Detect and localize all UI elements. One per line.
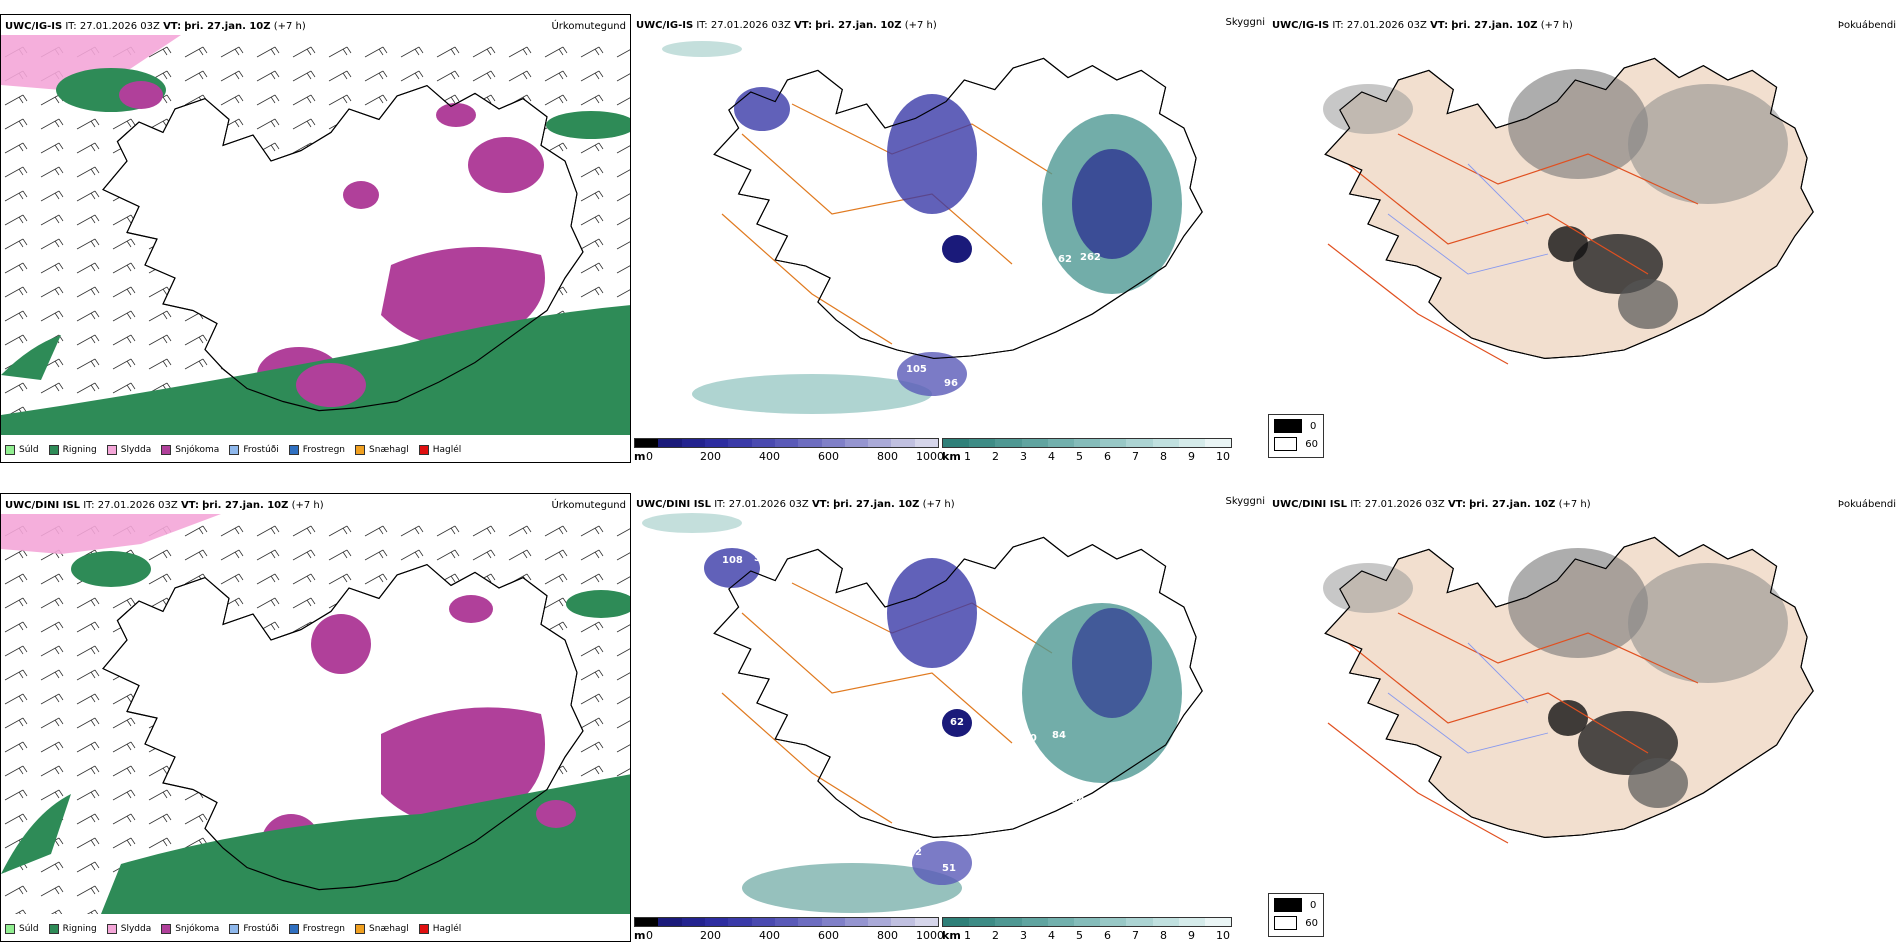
panel-header: UWC/IG-IS IT: 27.01.2026 03Z VT: þri. 27…	[5, 21, 306, 32]
fog-panel-1: UWC/IG-IS IT: 27.01.2026 03Z VT: þri. 27…	[1268, 14, 1900, 414]
fog-panel-2: UWC/DINI ISL IT: 27.01.2026 03Z VT: þri.…	[1268, 493, 1900, 893]
panel-title: Úrkomutegund	[551, 500, 626, 511]
legend-item: Snjókoma	[161, 445, 219, 455]
precip-type-panel-2: UWC/DINI ISL IT: 27.01.2026 03Z VT: þri.…	[0, 493, 631, 942]
fog-legend-item: 60	[1274, 916, 1318, 930]
legend-item: Frostregn	[288, 445, 345, 455]
precip-label: 55	[1064, 823, 1078, 834]
fog-legend-item: 0	[1274, 419, 1318, 433]
colorbar-m	[634, 438, 939, 448]
colorbar-m	[634, 917, 939, 927]
precip-label: 84	[1052, 730, 1066, 741]
precip-label: 62	[950, 717, 964, 728]
panel-header: UWC/IG-IS IT: 27.01.2026 03Z VT: þri. 27…	[1272, 20, 1573, 31]
precip-type-map	[1, 35, 630, 435]
precip-label: 101	[1020, 256, 1041, 267]
precip-label: 680	[832, 416, 853, 427]
legend-item: Snjókoma	[161, 924, 219, 934]
colorbar-unit: km	[942, 929, 961, 942]
fog-legend-item: 60	[1274, 437, 1318, 451]
legend-item: Súld	[5, 924, 39, 934]
legend-item: Snæhagl	[355, 924, 409, 934]
precip-label: 59	[754, 553, 768, 564]
precip-label: 277	[1062, 306, 1083, 317]
precip-label: 105	[906, 364, 927, 375]
panel-title: Skyggni	[1225, 496, 1265, 507]
legend-item: Frostúði	[229, 445, 279, 455]
precip-label: 51	[942, 863, 956, 874]
colorbar-km	[942, 917, 1232, 927]
precip-label: 120	[1016, 733, 1037, 744]
precip-label: 92	[908, 847, 922, 858]
panel-title: Þokuábendi	[1837, 20, 1896, 31]
precip-type-map	[1, 514, 630, 914]
precip-label: 62	[1058, 254, 1072, 265]
legend-item: Rigning	[48, 924, 97, 934]
legend-item: Slydda	[106, 924, 151, 934]
legend-item: Haglél	[418, 924, 461, 934]
precip-legend: Súld Rigning Slydda Snjókoma Frostúði Fr…	[5, 924, 461, 934]
colorbar-unit: m	[634, 929, 646, 942]
fog-legend-item: 0	[1274, 898, 1318, 912]
precip-label: 262	[1080, 252, 1101, 263]
panel-header: UWC/DINI ISL IT: 27.01.2026 03Z VT: þri.…	[636, 499, 955, 510]
fog-legend-2: 0 60	[1268, 893, 1324, 937]
visibility-map: 108 59 62 120 84 234 55 92 51	[642, 513, 1203, 913]
panel-header: UWC/DINI ISL IT: 27.01.2026 03Z VT: þri.…	[1272, 499, 1591, 510]
precip-label: 65	[1064, 328, 1078, 339]
panel-title: Úrkomutegund	[551, 21, 626, 32]
legend-item: Snæhagl	[355, 445, 409, 455]
precip-label: 80	[792, 96, 806, 107]
visibility-map: 80 101 62 262 277 65 105 96 680	[662, 41, 1203, 427]
colorbar-unit: km	[942, 450, 961, 463]
legend-item: Rigning	[48, 445, 97, 455]
fog-map	[1323, 57, 1814, 365]
visibility-panel-1: UWC/IG-IS IT: 27.01.2026 03Z VT: þri. 27…	[632, 14, 1267, 463]
precip-type-panel-1: UWC/IG-IS IT: 27.01.2026 03Z VT: þri. 27…	[0, 14, 631, 463]
legend-item: Haglél	[418, 445, 461, 455]
fog-legend-1: 0 60	[1268, 414, 1324, 458]
panel-title: Skyggni	[1225, 17, 1265, 28]
legend-item: Slydda	[106, 445, 151, 455]
legend-item: Frostúði	[229, 924, 279, 934]
visibility-panel-2: UWC/DINI ISL IT: 27.01.2026 03Z VT: þri.…	[632, 493, 1267, 942]
legend-item: Frostregn	[288, 924, 345, 934]
fog-map	[1323, 536, 1814, 844]
precip-legend: Súld Rigning Slydda Snjókoma Frostúði Fr…	[5, 445, 461, 455]
precip-label: 96	[944, 378, 958, 389]
colorbar-km	[942, 438, 1232, 448]
panel-title: Þokuábendi	[1837, 499, 1896, 510]
legend-item: Súld	[5, 445, 39, 455]
precip-label: 108	[722, 555, 743, 566]
precip-label: 234	[1064, 795, 1085, 806]
colorbar-unit: m	[634, 450, 646, 463]
panel-header: UWC/DINI ISL IT: 27.01.2026 03Z VT: þri.…	[5, 500, 324, 511]
panel-header: UWC/IG-IS IT: 27.01.2026 03Z VT: þri. 27…	[636, 20, 937, 31]
